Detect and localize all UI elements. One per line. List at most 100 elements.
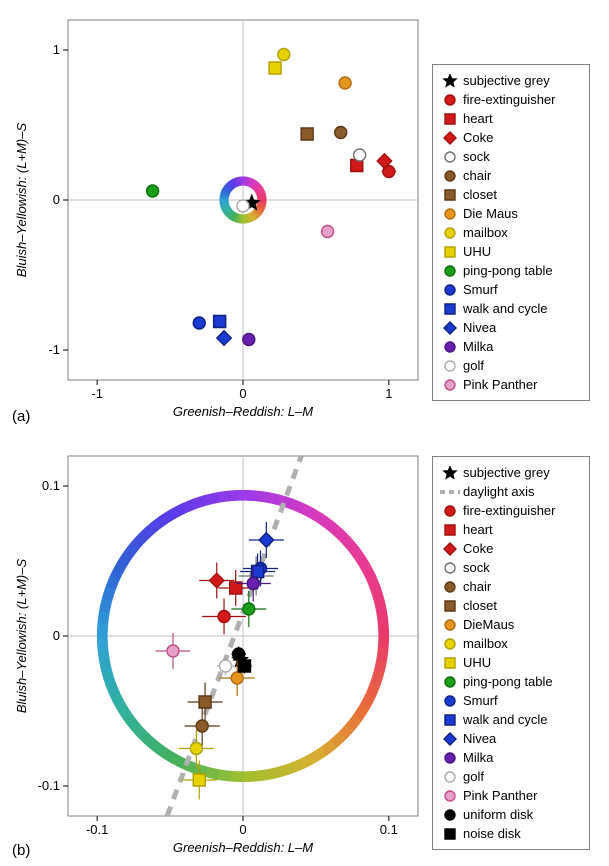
- svg-text:-0.1: -0.1: [38, 778, 60, 793]
- legend-item: heart: [439, 109, 583, 128]
- legend-item: UHU: [439, 653, 583, 672]
- legend-swatch-icon: [439, 207, 461, 221]
- legend-item: subjective grey: [439, 71, 583, 90]
- legend-label: closet: [461, 187, 497, 202]
- legend-item: Nivea: [439, 318, 583, 337]
- legend-label: fire-extinguisher: [461, 92, 556, 107]
- legend-item: daylight axis: [439, 482, 583, 501]
- legend-label: chair: [461, 168, 491, 183]
- legend-label: Nivea: [461, 320, 496, 335]
- legend-swatch-icon: [439, 378, 461, 392]
- legend-label: Smurf: [461, 693, 498, 708]
- legend-label: Die Maus: [461, 206, 518, 221]
- legend-swatch-icon: [439, 599, 461, 613]
- legend-label: walk and cycle: [461, 301, 548, 316]
- legend-item: Smurf: [439, 280, 583, 299]
- legend-label: UHU: [461, 244, 491, 259]
- legend-swatch-icon: [439, 340, 461, 354]
- legend-label: subjective grey: [461, 465, 550, 480]
- legend-item: ping-pong table: [439, 261, 583, 280]
- legend-label: ping-pong table: [461, 674, 553, 689]
- svg-text:0: 0: [53, 628, 60, 643]
- legend-swatch-icon: [439, 74, 461, 88]
- legend-label: UHU: [461, 655, 491, 670]
- legend-swatch-icon: [439, 169, 461, 183]
- legend-item: Die Maus: [439, 204, 583, 223]
- legend-swatch-icon: [439, 245, 461, 259]
- legend-label: daylight axis: [461, 484, 535, 499]
- legend-item: sock: [439, 147, 583, 166]
- legend-swatch-icon: [439, 561, 461, 575]
- legend-item: Milka: [439, 337, 583, 356]
- legend-item: Pink Panther: [439, 786, 583, 805]
- legend-item: chair: [439, 166, 583, 185]
- legend-item: mailbox: [439, 223, 583, 242]
- legend-label: fire-extinguisher: [461, 503, 556, 518]
- legend-label: heart: [461, 522, 493, 537]
- figure-root: -101-101Greenish–Reddish: L–MBluish–Yell…: [0, 0, 609, 860]
- legend-item: noise disk: [439, 824, 583, 843]
- legend-item: Milka: [439, 748, 583, 767]
- legend-label: golf: [461, 769, 484, 784]
- legend-item: DieMaus: [439, 615, 583, 634]
- legend-swatch-icon: [439, 485, 461, 499]
- legend-item: walk and cycle: [439, 710, 583, 729]
- legend-swatch-icon: [439, 751, 461, 765]
- legend-label: Milka: [461, 339, 493, 354]
- legend-label: noise disk: [461, 826, 521, 841]
- legend-label: ping-pong table: [461, 263, 553, 278]
- legend-swatch-icon: [439, 808, 461, 822]
- legend-label: walk and cycle: [461, 712, 548, 727]
- panelA-legend: subjective grey fire-extinguisher heart Cok…: [432, 64, 590, 401]
- legend-item: fire-extinguisher: [439, 501, 583, 520]
- svg-text:-0.1: -0.1: [86, 822, 108, 837]
- legend-swatch-icon: [439, 150, 461, 164]
- legend-item: closet: [439, 596, 583, 615]
- legend-item: mailbox: [439, 634, 583, 653]
- legend-item: sock: [439, 558, 583, 577]
- legend-label: DieMaus: [461, 617, 514, 632]
- legend-swatch-icon: [439, 732, 461, 746]
- legend-label: subjective grey: [461, 73, 550, 88]
- legend-swatch-icon: [439, 637, 461, 651]
- panelB-legend: subjective grey daylight axis fire-extingu…: [432, 456, 590, 850]
- legend-swatch-icon: [439, 827, 461, 841]
- legend-item: fire-extinguisher: [439, 90, 583, 109]
- svg-text:0.1: 0.1: [42, 478, 60, 493]
- legend-item: subjective grey: [439, 463, 583, 482]
- legend-swatch-icon: [439, 321, 461, 335]
- legend-swatch-icon: [439, 618, 461, 632]
- legend-swatch-icon: [439, 264, 461, 278]
- legend-label: Nivea: [461, 731, 496, 746]
- legend-swatch-icon: [439, 770, 461, 784]
- legend-label: Coke: [461, 130, 493, 145]
- legend-label: Pink Panther: [461, 377, 537, 392]
- legend-swatch-icon: [439, 504, 461, 518]
- legend-swatch-icon: [439, 656, 461, 670]
- legend-label: Coke: [461, 541, 493, 556]
- legend-item: golf: [439, 767, 583, 786]
- legend-swatch-icon: [439, 93, 461, 107]
- legend-item: walk and cycle: [439, 299, 583, 318]
- legend-label: Smurf: [461, 282, 498, 297]
- legend-item: chair: [439, 577, 583, 596]
- legend-swatch-icon: [439, 542, 461, 556]
- legend-swatch-icon: [439, 694, 461, 708]
- legend-swatch-icon: [439, 675, 461, 689]
- legend-swatch-icon: [439, 713, 461, 727]
- legend-label: sock: [461, 149, 490, 164]
- legend-swatch-icon: [439, 466, 461, 480]
- legend-swatch-icon: [439, 226, 461, 240]
- legend-swatch-icon: [439, 131, 461, 145]
- legend-swatch-icon: [439, 523, 461, 537]
- legend-swatch-icon: [439, 359, 461, 373]
- panel-b-tag: (b): [12, 842, 30, 859]
- legend-label: mailbox: [461, 225, 508, 240]
- svg-text:0.1: 0.1: [380, 822, 398, 837]
- legend-item: golf: [439, 356, 583, 375]
- legend-label: mailbox: [461, 636, 508, 651]
- legend-label: heart: [461, 111, 493, 126]
- legend-swatch-icon: [439, 283, 461, 297]
- svg-text:Greenish–Reddish: L–M: Greenish–Reddish: L–M: [173, 840, 313, 855]
- legend-swatch-icon: [439, 188, 461, 202]
